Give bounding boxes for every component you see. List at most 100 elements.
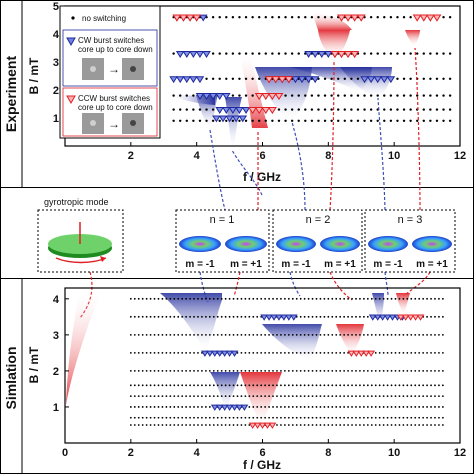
sim-no-switch-dot (141, 315, 144, 318)
exp-x-tick-label: 8 (325, 150, 331, 162)
sim-no-switch-dot (137, 297, 140, 300)
sim-no-switch-dot (189, 384, 191, 387)
sim-no-switch-dot (181, 315, 184, 318)
legend-ccw-line1: CCW burst switches (78, 94, 150, 103)
exp-cw-marker (297, 76, 307, 84)
exp-no-switch-dot (297, 108, 300, 111)
sim-no-switch-dot (438, 384, 440, 387)
exp-no-switch-dot (284, 16, 287, 19)
sim-no-switch-dot (355, 406, 357, 408)
sim-no-switch-dot (386, 297, 389, 300)
sim-no-switch-dot (283, 333, 286, 336)
sim-no-switch-dot (434, 315, 436, 318)
sim-no-switch-dot (366, 384, 369, 387)
sim-no-switch-dot (189, 395, 191, 398)
sim-no-switch-dot (252, 370, 255, 372)
exp-legend: no switching CW burst switches core up t… (59, 5, 161, 139)
exp-no-switch-dot (448, 52, 452, 55)
sim-no-switch-dot (422, 384, 425, 387)
exp-no-switch-dot (448, 119, 452, 123)
sim-no-switch-dot (145, 395, 148, 398)
sim-no-switch-dot (204, 297, 207, 300)
sim-no-switch-dot (201, 424, 203, 426)
sim-no-switch-dot (161, 333, 164, 336)
modes-row: gyrotropic mode n = 1 m = -1 m = +1 n = … (37, 197, 456, 273)
exp-no-switch-dot (389, 94, 393, 97)
sim-no-switch-dot (414, 384, 417, 387)
sim-cw-region-3 (262, 324, 322, 360)
mode-box-n2-right-label: m = +1 (324, 259, 356, 270)
sim-no-switch-dot (165, 297, 168, 300)
sim-no-switch-dot (268, 406, 270, 408)
exp-no-switch-dot (396, 119, 399, 123)
sim-no-switch-dot (165, 384, 168, 387)
sim-no-switch-dot (220, 424, 223, 426)
sim-no-switch-dot (149, 351, 152, 354)
sim-no-switch-dot (299, 416, 302, 419)
exp-no-switch-dot (416, 94, 419, 97)
sim-no-switch-dot (212, 370, 215, 372)
sim-no-switch-dot (224, 333, 227, 336)
sim-no-switch-dot (177, 384, 180, 387)
sim-no-switch-dot (228, 370, 231, 372)
sim-no-switch-dot (252, 406, 255, 408)
sim-no-switch-dot (193, 315, 195, 318)
sim-no-switch-dot (347, 351, 349, 354)
sim-no-switch-dot (165, 416, 168, 419)
sim-no-switch-dot (430, 406, 432, 408)
sim-no-switch-dot (418, 416, 421, 419)
exp-no-switch-dot (323, 94, 327, 97)
sim-no-switch-dot (402, 406, 405, 408)
sim-no-switch-dot (216, 297, 219, 300)
exp-cw-marker (212, 115, 221, 123)
mode-box-n1-left-label: m = -1 (185, 259, 215, 270)
sim-no-switch-dot (410, 370, 413, 372)
sim-no-switch-dot (272, 395, 274, 398)
sim-no-switch-dot (339, 424, 342, 426)
sim-no-switch-dot (394, 333, 397, 336)
sim-no-switch-dot (177, 424, 180, 426)
exp-no-switch-dot (337, 119, 340, 123)
mode-box-n1-disk-right (225, 236, 267, 252)
sim-no-switch-dot (173, 395, 176, 398)
sim-cw-marker (220, 350, 229, 357)
exp-ccw-region-3 (312, 12, 352, 30)
simulation-section-label: Simlation (3, 346, 19, 409)
sim-no-switch-dot (157, 370, 160, 372)
exp-no-switch-dot (297, 16, 300, 19)
sim-no-switch-dot (362, 406, 365, 408)
connector-n1-sim-right (233, 271, 241, 297)
sim-no-switch-dot (335, 351, 338, 354)
sim-no-switch-dot (149, 395, 152, 398)
exp-no-switch-dot (448, 108, 452, 111)
exp-no-switch-dot (218, 16, 221, 19)
sim-y-tick-label: 1 (53, 402, 59, 414)
sim-no-switch-dot (260, 351, 263, 354)
sim-no-switch-dot (303, 395, 306, 398)
sim-no-switch-dot (283, 370, 286, 372)
exp-ccw-marker (425, 14, 435, 22)
sim-no-switch-dot (276, 351, 278, 354)
sim-no-switch-dot (370, 416, 373, 419)
exp-ccw-marker (412, 14, 422, 22)
sim-no-switch-dot (276, 370, 278, 372)
sim-no-switch-dot (426, 384, 428, 387)
sim-no-switch-dot (197, 351, 199, 354)
sim-no-switch-dot (438, 416, 440, 419)
sim-no-switch-dot (169, 351, 172, 354)
sim-no-switch-dot (193, 384, 195, 387)
sim-no-switch-dot (307, 416, 310, 419)
exp-no-switch-dot (343, 77, 346, 81)
mode-box-n3-right-label: m = +1 (416, 259, 448, 270)
sim-no-switch-dot (339, 297, 342, 300)
sim-no-switch-dot (216, 416, 219, 419)
sim-no-switch-dot (335, 416, 338, 419)
sim-no-switch-dot (351, 333, 353, 336)
sim-no-switch-dot (366, 424, 369, 426)
sim-no-switch-dot (347, 395, 349, 398)
exp-no-switch-dot (304, 94, 307, 97)
sim-no-switch-dot (264, 333, 267, 336)
sim-no-switch-dot (197, 297, 199, 300)
sim-no-switch-dot (362, 370, 365, 372)
sim-no-switch-dot (248, 424, 251, 426)
